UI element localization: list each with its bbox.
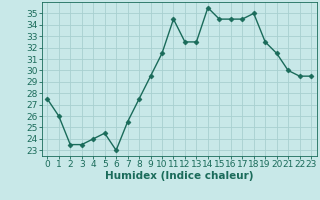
X-axis label: Humidex (Indice chaleur): Humidex (Indice chaleur) <box>105 171 253 181</box>
